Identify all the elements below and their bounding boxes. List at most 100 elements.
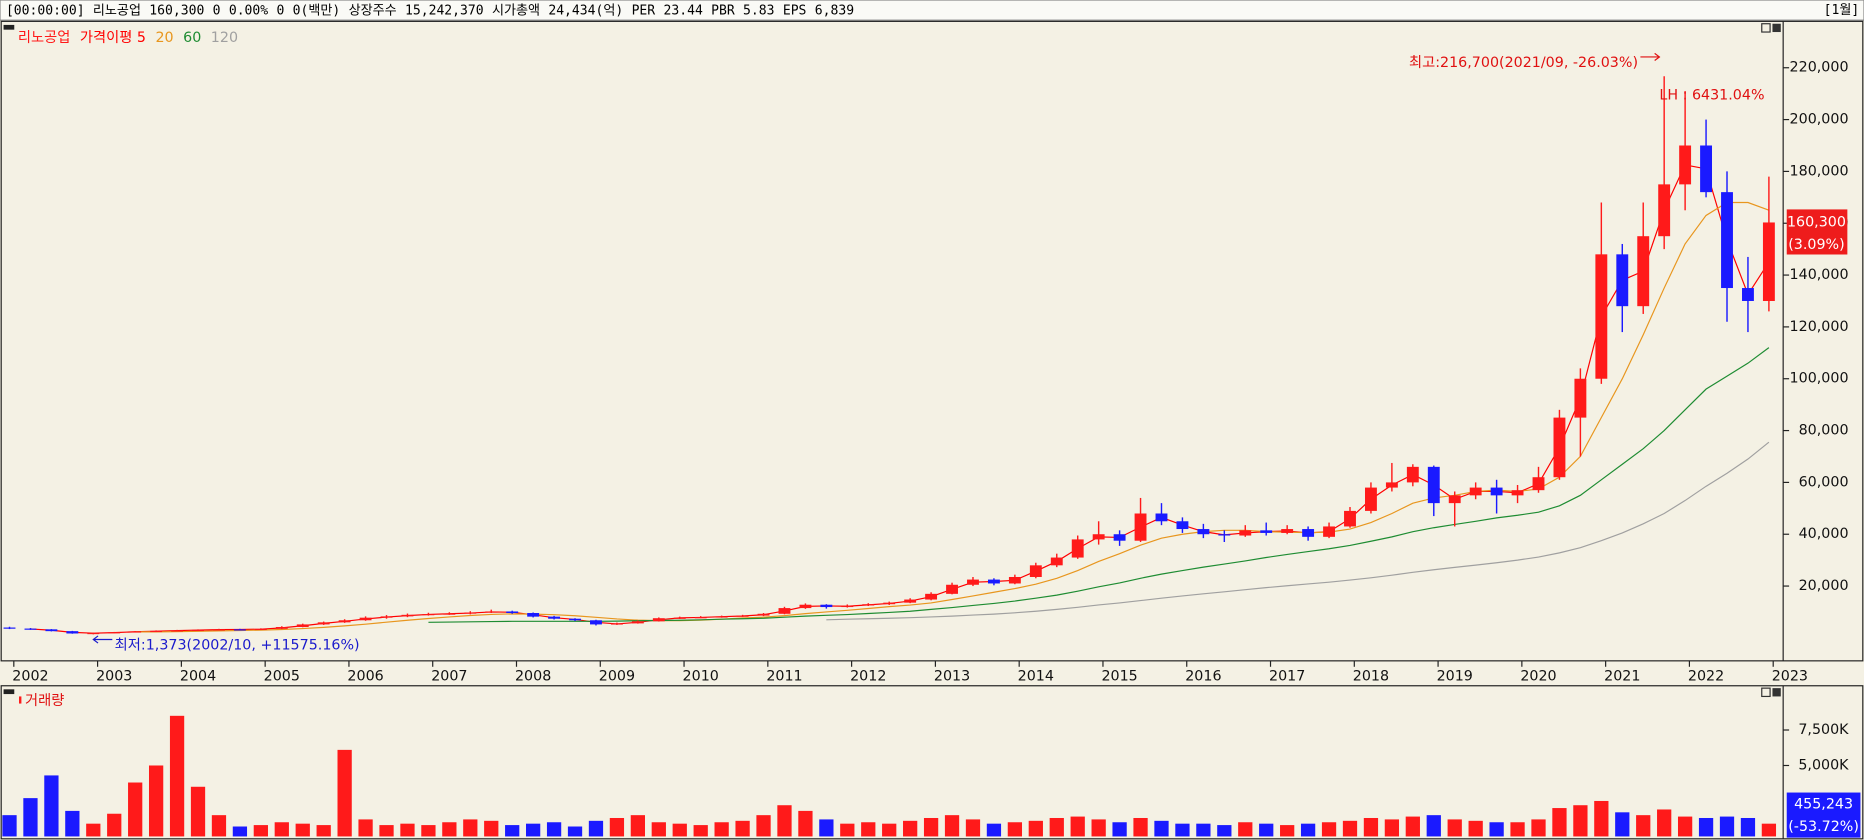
candle-body — [1700, 145, 1713, 193]
candle-body — [736, 615, 749, 617]
candle-body — [1574, 378, 1587, 418]
volume-bar — [882, 823, 897, 837]
legend-swatch — [19, 696, 22, 704]
volume-bar — [1573, 805, 1588, 837]
volume-bar — [567, 826, 583, 837]
pane-button[interactable] — [1761, 687, 1771, 698]
volume-bar — [1133, 817, 1148, 837]
x-tick-label: 2010 — [683, 668, 719, 684]
candle-body — [1553, 417, 1566, 478]
header-item: 0(백만) — [293, 3, 341, 18]
legend: 리노공업 가격이평 5 20 60 120 — [18, 29, 238, 46]
volume-bar — [1321, 822, 1337, 837]
y-tick-label: 200,000 — [1790, 112, 1849, 128]
header-item: 6,839 — [815, 3, 854, 18]
pane-handle[interactable] — [3, 24, 15, 30]
x-tick-label: 2015 — [1101, 668, 1137, 684]
candle-body — [1469, 487, 1482, 496]
candle-body — [1427, 466, 1440, 504]
volume-bar — [65, 810, 80, 837]
candle-body — [778, 608, 791, 614]
header-item: 0 — [213, 3, 221, 18]
candle-body — [841, 605, 854, 608]
y-tick-label: 7,500K — [1798, 722, 1849, 738]
header-item: 상장주수 — [349, 3, 397, 18]
x-tick-label: 2019 — [1437, 668, 1473, 684]
candle-body — [548, 616, 561, 619]
volume-bar — [1698, 817, 1714, 837]
volume-bar — [400, 823, 415, 837]
y-tick-label: 20,000 — [1799, 578, 1849, 594]
last-price-label: (3.09%) — [1788, 237, 1844, 253]
volume-bar — [588, 820, 604, 837]
volume-bar — [442, 822, 457, 837]
candle-body — [1490, 487, 1503, 496]
pane-handle[interactable] — [3, 689, 15, 695]
pane-button[interactable] — [1772, 23, 1781, 33]
volume-bar — [1280, 825, 1295, 837]
legend-item: 20 — [155, 30, 173, 46]
volume-bar — [630, 815, 645, 837]
candle-body — [275, 627, 288, 629]
volume-bar — [169, 715, 185, 837]
y-tick-label: 40,000 — [1799, 526, 1849, 542]
header-item: 160,300 — [149, 3, 204, 18]
volume-bar — [107, 813, 122, 837]
period-label[interactable]: [1월] — [1824, 3, 1860, 18]
candle-body — [45, 629, 58, 632]
last-volume-label: (-53.72%) — [1788, 819, 1859, 835]
y-tick-label: 60,000 — [1799, 474, 1849, 490]
volume-bar — [232, 826, 248, 837]
x-tick-label: 2013 — [934, 668, 970, 684]
pane-button[interactable] — [1761, 23, 1771, 33]
volume-bar — [986, 823, 1002, 837]
volume-bar — [295, 823, 310, 837]
candle-body — [1511, 490, 1524, 496]
x-tick-label: 2014 — [1018, 668, 1054, 684]
y-tick-label: 120,000 — [1790, 319, 1849, 335]
volume-bar — [756, 815, 771, 837]
volume-bar — [693, 825, 708, 837]
volume-bar — [1531, 819, 1546, 837]
volume-bar — [274, 822, 289, 837]
volume-bar — [190, 786, 206, 837]
candle-body — [317, 622, 330, 625]
volume-bar — [714, 822, 729, 837]
volume-bar — [1007, 822, 1023, 837]
candle-body — [1448, 495, 1461, 504]
candle-body — [24, 628, 37, 630]
candle-body — [192, 629, 204, 632]
candle-body — [527, 613, 540, 617]
candle-body — [1532, 477, 1545, 491]
candle-body — [359, 617, 372, 621]
pane-button[interactable] — [1772, 688, 1781, 697]
candle-body — [1323, 526, 1335, 537]
annotation-arrow — [92, 635, 113, 644]
candle-body — [1721, 192, 1733, 289]
price-pane — [0, 20, 1864, 662]
candle-body — [296, 624, 309, 628]
legend-item: 120 — [211, 30, 238, 46]
volume-bar — [965, 819, 981, 837]
header-item: 23.44 — [664, 3, 703, 18]
y-tick-label: 140,000 — [1790, 267, 1849, 283]
candle-body — [1595, 254, 1608, 379]
y-tick-label: 80,000 — [1799, 423, 1849, 439]
x-tick-label: 2003 — [96, 668, 132, 684]
volume-bar — [1447, 819, 1462, 837]
candle-body — [129, 631, 142, 633]
legend-item: 가격이평 5 — [80, 29, 146, 46]
candle-body — [401, 614, 414, 617]
volume-bar — [777, 805, 792, 837]
volume-bar — [1028, 820, 1043, 837]
volume-bar — [1342, 820, 1358, 837]
candle-body — [1134, 513, 1147, 541]
candle-body — [1406, 466, 1419, 483]
volume-bar — [23, 798, 38, 837]
annotation-arrow — [1640, 52, 1661, 61]
candle-body — [108, 632, 121, 634]
candle-body — [1385, 482, 1398, 488]
candle-body — [967, 579, 979, 585]
